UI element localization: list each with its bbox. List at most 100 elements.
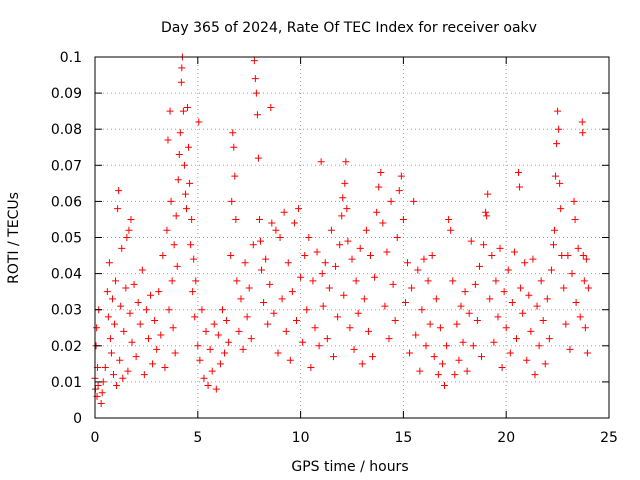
data-point	[583, 349, 591, 357]
data-point	[292, 317, 300, 325]
data-point	[422, 342, 430, 350]
data-point	[418, 306, 426, 314]
data-point	[515, 169, 523, 177]
data-point	[334, 313, 342, 321]
data-point	[531, 371, 539, 379]
data-point	[295, 205, 303, 213]
data-point	[185, 143, 193, 151]
data-point	[231, 172, 239, 180]
data-point	[535, 342, 543, 350]
data-point	[319, 302, 327, 310]
data-point	[115, 187, 123, 195]
data-point	[200, 374, 208, 382]
data-point	[104, 313, 112, 321]
data-point	[252, 89, 260, 97]
data-point	[416, 367, 424, 375]
data-point	[170, 241, 178, 249]
data-point	[321, 259, 329, 267]
data-point	[161, 363, 169, 371]
data-point	[517, 284, 525, 292]
x-tick-label: 20	[497, 430, 515, 446]
data-point	[379, 219, 387, 227]
data-point	[579, 129, 587, 137]
data-point	[167, 197, 175, 205]
data-point	[478, 353, 486, 361]
data-point	[344, 237, 352, 245]
data-point	[214, 331, 222, 339]
y-tick-label: 0.04	[51, 267, 82, 283]
data-point	[571, 215, 579, 223]
data-point	[172, 212, 180, 220]
data-point	[106, 335, 114, 343]
data-point	[574, 244, 582, 252]
data-point	[112, 277, 120, 285]
data-point	[373, 208, 381, 216]
data-point	[492, 277, 500, 285]
data-point	[206, 345, 214, 353]
data-point	[142, 306, 150, 314]
data-point	[177, 78, 185, 86]
data-point	[247, 335, 255, 343]
data-point	[387, 197, 395, 205]
data-point	[432, 295, 440, 303]
data-point	[118, 244, 126, 252]
data-point	[500, 288, 508, 296]
data-point	[245, 284, 253, 292]
data-point	[210, 320, 218, 328]
data-point	[383, 248, 391, 256]
data-point	[369, 353, 377, 361]
data-point	[568, 270, 576, 278]
data-point	[249, 241, 257, 249]
data-point	[136, 320, 144, 328]
data-point	[272, 226, 280, 234]
data-point	[445, 215, 453, 223]
y-tick-label: 0.08	[51, 122, 82, 138]
data-point	[132, 353, 140, 361]
x-tick-label: 25	[600, 430, 618, 446]
data-point	[555, 125, 563, 133]
data-point	[101, 363, 109, 371]
data-point	[194, 342, 202, 350]
data-point	[436, 324, 444, 332]
data-point	[449, 277, 457, 285]
data-point	[332, 262, 340, 270]
data-point	[117, 302, 125, 310]
x-tick-labels: 0 5 10 15 20 25	[91, 430, 618, 446]
x-tick-label: 10	[292, 430, 310, 446]
data-point	[465, 309, 473, 317]
data-point	[486, 295, 494, 303]
data-point	[120, 327, 128, 335]
data-point	[352, 277, 360, 285]
data-point	[134, 298, 142, 306]
y-tick-labels: 0 0.01 0.02 0.03 0.04 0.05 0.06 0.07 0.08 0.09 0.1	[51, 50, 82, 427]
data-point	[385, 335, 393, 343]
data-point	[116, 356, 124, 364]
data-point	[125, 226, 133, 234]
data-point	[122, 284, 130, 292]
data-point	[266, 280, 274, 288]
x-tick-label: 15	[394, 430, 412, 446]
data-point	[218, 306, 226, 314]
data-point	[229, 129, 237, 137]
data-point	[346, 324, 354, 332]
data-point	[188, 215, 196, 223]
data-point	[420, 255, 428, 263]
data-point	[389, 280, 397, 288]
data-point	[579, 252, 587, 260]
data-point	[381, 302, 389, 310]
data-point	[181, 190, 189, 198]
data-point	[438, 360, 446, 368]
data-point	[545, 335, 553, 343]
data-point	[228, 197, 236, 205]
data-point	[257, 237, 265, 245]
data-point	[168, 277, 176, 285]
data-point	[547, 266, 555, 274]
data-point	[580, 277, 588, 285]
data-point	[578, 118, 586, 126]
data-point	[549, 241, 557, 249]
data-point	[230, 143, 238, 151]
data-point	[98, 389, 106, 397]
data-point	[216, 360, 224, 368]
data-point	[455, 356, 463, 364]
